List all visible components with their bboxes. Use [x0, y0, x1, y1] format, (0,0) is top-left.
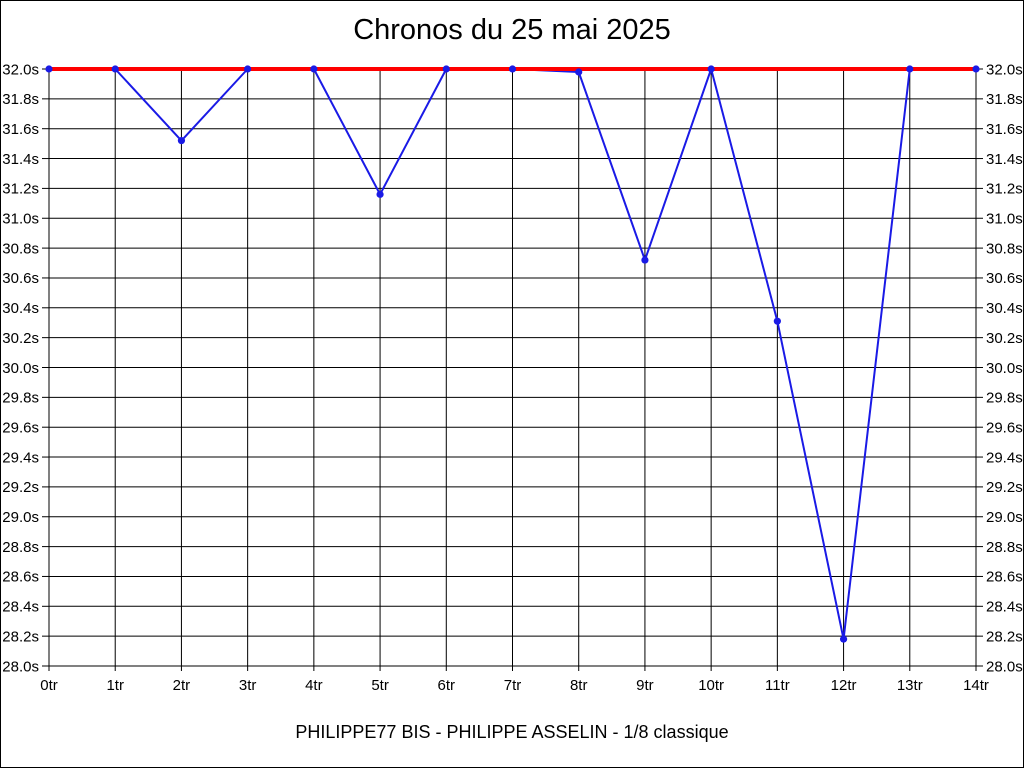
y-axis-tick-label-right: 30.8s — [986, 240, 1023, 257]
y-axis-tick-label-left: 30.2s — [2, 330, 39, 347]
x-axis-tick-label: 1tr — [106, 677, 124, 694]
y-axis-tick-label-right: 29.6s — [986, 419, 1023, 436]
y-axis-tick-label-right: 31.6s — [986, 121, 1023, 138]
x-axis-tick-label: 10tr — [698, 677, 724, 694]
x-axis-tick-label: 5tr — [371, 677, 389, 694]
y-axis-tick-label-left: 29.8s — [2, 390, 39, 407]
data-point — [707, 65, 715, 73]
data-point — [906, 65, 914, 73]
y-axis-tick-label-left: 30.4s — [2, 300, 39, 317]
y-axis-tick-label-left: 28.6s — [2, 569, 39, 586]
data-point — [839, 635, 848, 643]
y-axis-tick-label-left: 30.0s — [2, 360, 39, 377]
y-axis-tick-label-right: 30.2s — [986, 330, 1023, 347]
y-axis-tick-label-left: 29.2s — [2, 479, 39, 496]
y-axis-tick-label-right: 29.2s — [986, 479, 1023, 496]
data-point-layer — [45, 65, 980, 643]
y-axis-tick-label-left: 28.4s — [2, 599, 39, 616]
x-axis-tick-label: 14tr — [963, 677, 989, 694]
data-point — [310, 65, 318, 73]
y-axis-tick-label-right: 29.0s — [986, 509, 1023, 526]
y-axis-tick-label-left: 32.0s — [2, 61, 39, 78]
y-axis-tick-label-right: 31.8s — [986, 91, 1023, 108]
y-axis-tick-label-left: 31.6s — [2, 121, 39, 138]
data-point — [641, 256, 649, 264]
y-axis-tick-label-right: 28.0s — [986, 658, 1023, 675]
data-point — [111, 65, 119, 73]
y-axis-tick-label-right: 32.0s — [986, 61, 1023, 78]
data-point — [575, 68, 583, 76]
y-axis-tick-label-right: 30.6s — [986, 270, 1023, 287]
y-axis-tick-label-right: 28.8s — [986, 539, 1023, 556]
data-point — [773, 317, 781, 325]
y-axis-tick-label-right: 29.4s — [986, 449, 1023, 466]
x-axis-tick-label: 0tr — [40, 677, 58, 694]
y-axis-tick-label-left: 31.2s — [2, 181, 39, 198]
x-axis-tick-label: 3tr — [239, 677, 257, 694]
pilot-footer: PHILIPPE77 BIS - PHILIPPE ASSELIN - 1/8 … — [295, 722, 729, 742]
data-point — [45, 65, 53, 73]
y-axis-tick-label-right: 29.8s — [986, 390, 1023, 407]
y-axis-tick-label-right: 31.0s — [986, 211, 1023, 228]
y-axis-tick-label-left: 29.0s — [2, 509, 39, 526]
y-axis-tick-label-left: 28.2s — [2, 628, 39, 645]
axis-label-layer: 32.0s 32.0s 31.8s 31.8s 31.6s 31.6s 31.4s 31.4s… — [2, 61, 1022, 694]
x-axis-tick-label: 6tr — [438, 677, 456, 694]
data-point — [376, 190, 384, 198]
data-point — [508, 65, 517, 73]
data-point — [442, 65, 450, 73]
x-axis-tick-label: 11tr — [765, 677, 790, 694]
data-point — [244, 65, 252, 73]
data-point — [177, 137, 186, 145]
y-axis-tick-label-left: 30.6s — [2, 270, 39, 287]
y-axis-tick-label-right: 28.6s — [986, 569, 1023, 586]
y-axis-tick-label-right: 31.2s — [986, 181, 1023, 198]
y-axis-tick-label-left: 29.6s — [2, 419, 39, 436]
x-axis-tick-label: 7tr — [504, 677, 522, 694]
y-axis-tick-label-left: 31.4s — [2, 151, 39, 168]
x-axis-tick-label: 4tr — [305, 677, 323, 694]
y-axis-tick-label-right: 31.4s — [986, 151, 1023, 168]
y-axis-tick-label-left: 29.4s — [2, 449, 39, 466]
x-axis-tick-label: 9tr — [636, 677, 654, 694]
y-axis-tick-label-right: 28.4s — [986, 599, 1023, 616]
x-axis-tick-label: 13tr — [897, 677, 923, 694]
x-axis-tick-label: 12tr — [831, 677, 857, 694]
x-axis-tick-label: 2tr — [173, 677, 191, 694]
axis-tick-layer — [42, 68, 983, 671]
x-axis-tick-label: 8tr — [570, 677, 588, 694]
y-axis-tick-label-left: 28.8s — [2, 539, 39, 556]
y-axis-tick-label-left: 31.8s — [2, 91, 39, 108]
y-axis-tick-label-right: 28.2s — [986, 628, 1023, 645]
y-axis-tick-label-left: 30.8s — [2, 240, 39, 257]
y-axis-tick-label-left: 31.0s — [2, 211, 39, 228]
y-axis-tick-label-right: 30.0s — [986, 360, 1023, 377]
grid-layer — [48, 68, 977, 667]
chart-title: Chronos du 25 mai 2025 — [353, 14, 671, 46]
data-point — [972, 65, 980, 73]
y-axis-tick-label-left: 28.0s — [2, 658, 39, 675]
y-axis-tick-label-right: 30.4s — [986, 300, 1023, 317]
